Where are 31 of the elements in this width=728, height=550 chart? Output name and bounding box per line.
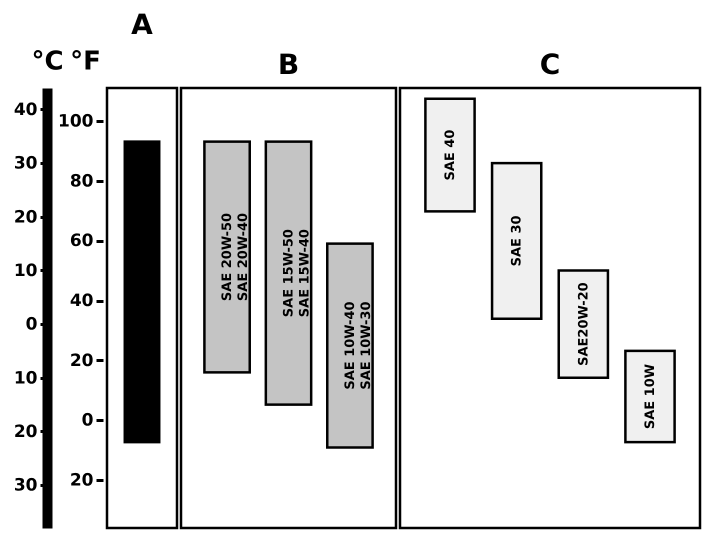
y2-axis-title: °F	[70, 46, 101, 76]
bar	[557, 269, 610, 380]
y2-tick-label: 40	[70, 291, 94, 312]
y2-tick-label: 100	[58, 111, 94, 132]
y-tick-label: 30	[14, 154, 38, 174]
x-tick-label: SAE 40	[443, 130, 458, 181]
y2-tick-label: 0	[82, 410, 94, 431]
y-tick-label: 30	[14, 476, 38, 496]
bar	[490, 162, 543, 320]
x-tick-label: SAE 20W-50 SAE 20W-40	[220, 212, 252, 302]
y2-tick-label: 80	[70, 171, 94, 192]
y-tick-label: 40	[14, 100, 38, 120]
y-tick-label: 10	[14, 260, 38, 281]
chart-title: C	[540, 48, 560, 81]
chart-title: B	[278, 48, 300, 81]
chart-title: A	[131, 8, 154, 41]
y-axis-title: °C	[31, 46, 64, 76]
bar	[624, 350, 676, 444]
y2-tick-label: 60	[70, 231, 94, 252]
y-tick-label: 20	[14, 422, 38, 442]
y-tick-label: 20	[14, 207, 38, 228]
x-tick-label: SAE 15W-50 SAE 15W-40	[282, 229, 312, 318]
bar	[424, 97, 476, 213]
y-tick-label: 0	[26, 314, 38, 335]
x-tick-label: SAE 30	[510, 215, 525, 266]
y2-tick-label: 20	[70, 470, 94, 491]
x-tick-label: SAE 10W	[643, 364, 658, 430]
y2-tick-label: 20	[70, 350, 94, 371]
x-tick-label: SAE20W-20	[576, 282, 592, 366]
y-tick-label: 10	[14, 368, 38, 388]
x-tick-label: SAE 10W-40 SAE 10W-30	[342, 301, 374, 390]
